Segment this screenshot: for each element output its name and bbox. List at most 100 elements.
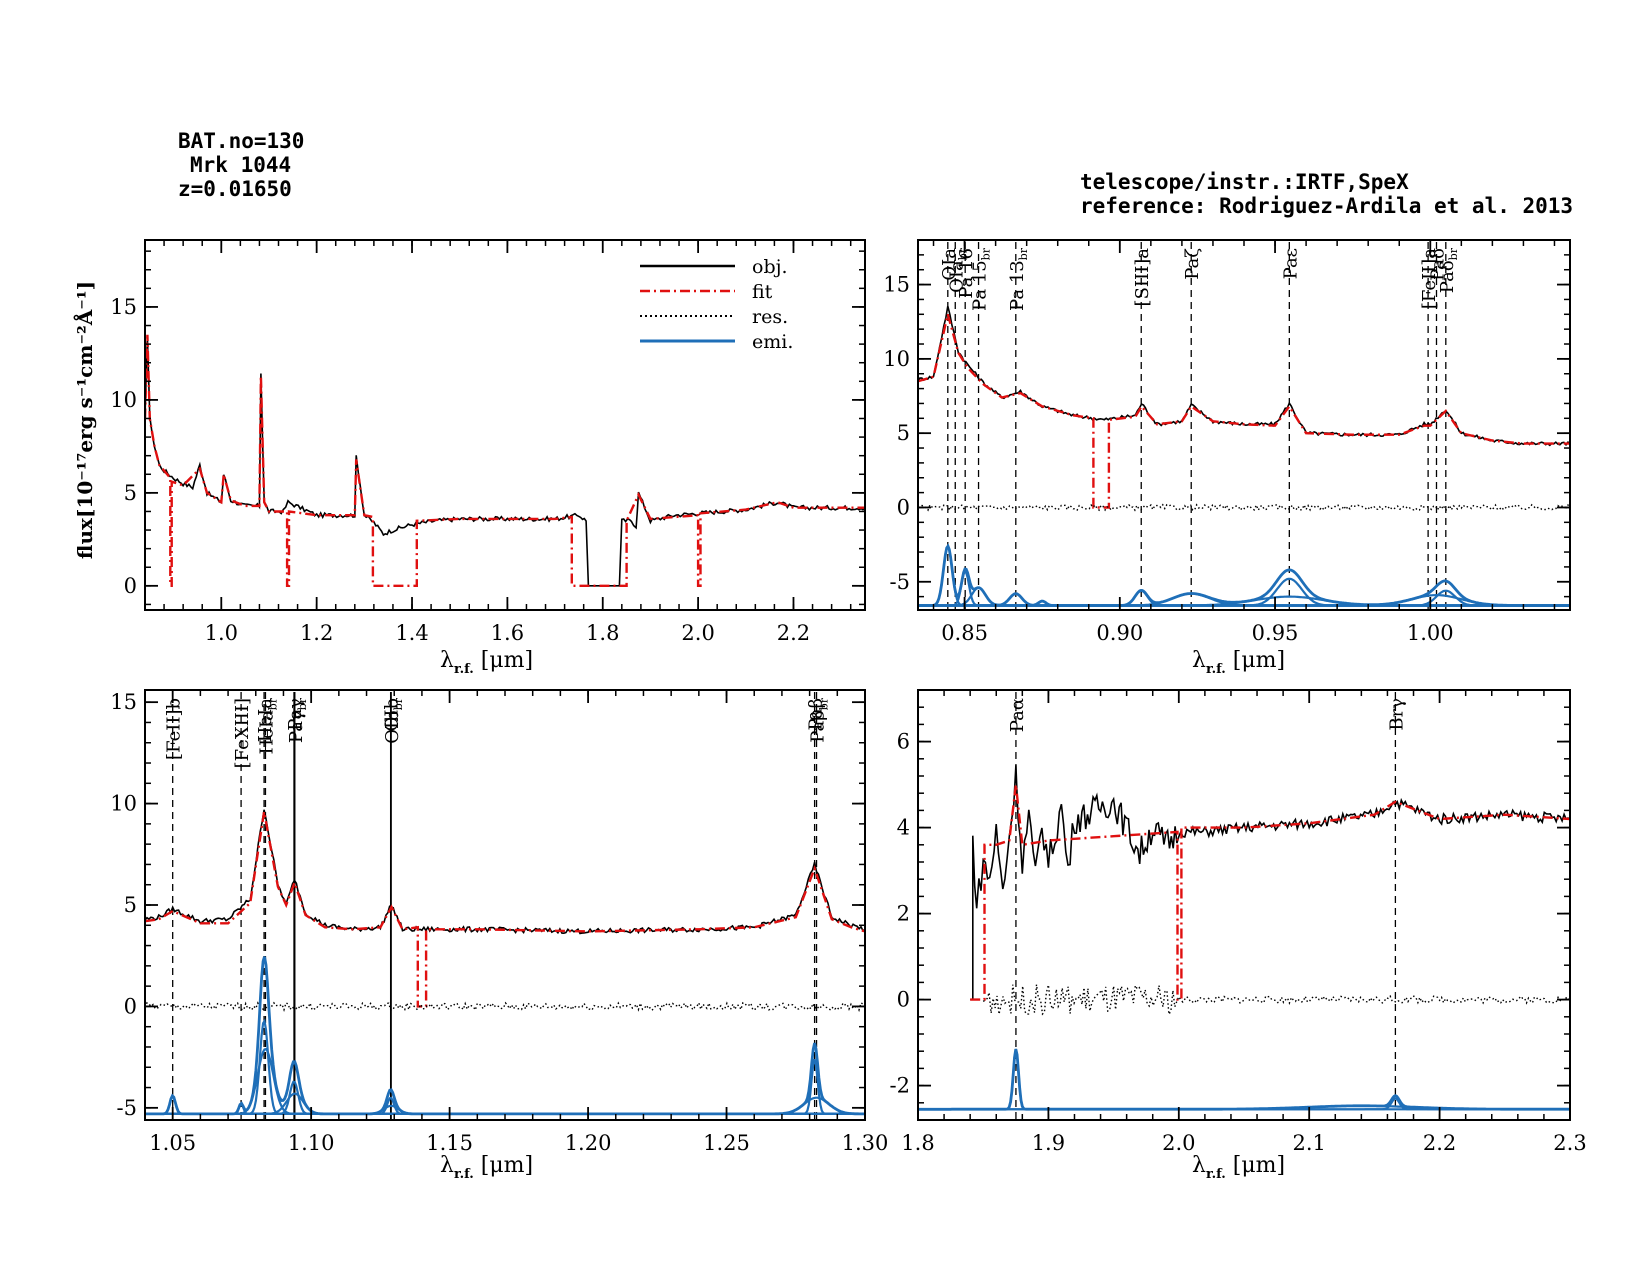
x-tick-label: 2.0 xyxy=(1162,1131,1195,1155)
line-label-3: HeIabr xyxy=(256,697,279,754)
emi-component-3 xyxy=(145,1047,865,1115)
line-label-7: Paε xyxy=(1280,248,1301,279)
line-label-subscript: br xyxy=(1017,247,1030,260)
svg-text:λr.f. [μm]: λr.f. [μm] xyxy=(1192,648,1285,677)
res-series xyxy=(918,503,1570,512)
y-tick-label: 0 xyxy=(897,495,910,519)
res-series xyxy=(982,983,1570,1017)
line-label-9: Paβbr xyxy=(808,697,831,742)
line-label-text: [FeII]b xyxy=(164,698,185,760)
xlabel-lambda: λ xyxy=(440,1153,454,1178)
x-axis-label-panel-1: λr.f. [μm] xyxy=(440,648,533,677)
y-tick-label: 2 xyxy=(897,902,910,926)
y-tick-label: 15 xyxy=(110,295,137,319)
x-tick-label: 1.2 xyxy=(300,621,333,645)
legend-fit-label: fit xyxy=(752,281,773,303)
line-label-text: Paα xyxy=(1007,698,1028,732)
y-tick-label: -2 xyxy=(890,1074,910,1098)
emi-total-series xyxy=(918,1048,1570,1111)
line-label-6: OIb xyxy=(382,698,403,731)
line-label-text: Pa 16 xyxy=(956,248,977,299)
x-tick-label: 0.85 xyxy=(941,621,988,645)
y-tick-label: 5 xyxy=(124,481,137,505)
svg-text:λr.f. [μm]: λr.f. [μm] xyxy=(440,1153,533,1182)
xlabel-subscript: r.f. xyxy=(454,662,474,677)
line-label-9: Paδ xyxy=(1427,248,1448,281)
line-label-text: Paε xyxy=(1280,248,1301,279)
bat-number: BAT.no=130 xyxy=(178,129,305,153)
xlabel-lambda: λ xyxy=(440,648,454,673)
y-tick-label: 15 xyxy=(110,690,137,714)
fit-series xyxy=(145,334,865,587)
obj-series xyxy=(145,336,865,587)
telescope-instrument: telescope/instr.:IRTF,SpeX xyxy=(1080,170,1409,194)
fit-series xyxy=(145,811,865,1008)
line-label-2: HeIa xyxy=(255,698,276,742)
line-label-1: Brγ xyxy=(1386,698,1407,731)
line-label-subscript: br xyxy=(956,247,969,260)
x-tick-label: 1.15 xyxy=(426,1131,473,1155)
x-tick-label: 1.20 xyxy=(565,1131,612,1155)
line-label-subscript: br xyxy=(266,697,279,710)
legend-obj-label: obj. xyxy=(752,256,788,278)
plot-area xyxy=(145,334,865,587)
x-tick-label: 1.9 xyxy=(1032,1131,1065,1155)
y-axis-label-top: flux[10⁻¹⁷erg s⁻¹cm⁻²Å⁻¹] xyxy=(73,281,97,559)
y-tick-label: 10 xyxy=(110,388,137,412)
x-tick-label: 1.05 xyxy=(149,1131,196,1155)
legend-res-label: res. xyxy=(752,306,788,328)
emi-total-series xyxy=(145,956,865,1116)
x-tick-label: 2.3 xyxy=(1553,1131,1586,1155)
xlabel-lambda: λ xyxy=(1192,648,1206,673)
xlabel-subscript: r.f. xyxy=(454,1167,474,1182)
x-axis-label-panel-3: λr.f. [μm] xyxy=(440,1153,533,1182)
line-label-subscript: br xyxy=(980,247,993,260)
x-tick-label: 1.8 xyxy=(586,621,619,645)
line-label-text: Brγ xyxy=(1386,698,1407,731)
x-tick-label: 1.0 xyxy=(205,621,238,645)
x-tick-label: 2.1 xyxy=(1292,1131,1325,1155)
xlabel-lambda: λ xyxy=(1192,1153,1206,1178)
y-tick-label: 5 xyxy=(124,893,137,917)
y-tick-label: -5 xyxy=(117,1096,137,1120)
line-label-10: Paδbr xyxy=(1437,247,1460,293)
x-tick-label: 1.8 xyxy=(901,1131,934,1155)
x-axis-label-panel-4: λr.f. [μm] xyxy=(1192,1153,1285,1182)
y-tick-label: 0 xyxy=(124,994,137,1018)
x-tick-label: 0.95 xyxy=(1252,621,1299,645)
line-label-0: OIa xyxy=(939,248,960,281)
plot-frame xyxy=(917,689,1571,1121)
line-label-6: Paζ xyxy=(1182,248,1203,280)
x-tick-label: 2.2 xyxy=(1423,1131,1456,1155)
line-label-text: [SIII]a xyxy=(1132,248,1153,307)
xlabel-unit: [μm] xyxy=(1226,1153,1285,1178)
y-tick-label: 5 xyxy=(897,421,910,445)
emi-total-series xyxy=(918,543,1570,607)
line-label-4: Pa 13br xyxy=(1007,247,1030,311)
redshift: z=0.01650 xyxy=(178,177,292,201)
panel-overview: 1.0 1.2 1.4 1.6 1.8 2.0 2.2 0 5 10 15 xyxy=(110,239,866,645)
line-label-text: OIa xyxy=(939,248,960,281)
fit-series xyxy=(918,313,1570,509)
y-tick-label: 10 xyxy=(883,347,910,371)
x-tick-label: 1.10 xyxy=(288,1131,335,1155)
y-tick-label: 4 xyxy=(897,816,910,840)
x-tick-label: 1.6 xyxy=(491,621,524,645)
line-label-text: Paζ xyxy=(1182,248,1203,280)
panel-zoom-1.80-2.30: Paα Brγ 1.8 1.9 2.0 2.1 2.2 2.3 -2 0 2 4 6 xyxy=(890,689,1587,1155)
legend: obj. fit res. emi. xyxy=(640,256,793,353)
reference: reference: Rodriguez-Ardila et al. 2013 xyxy=(1080,194,1574,218)
line-label-5: [SIII]a xyxy=(1132,248,1153,307)
line-label-0: [FeII]b xyxy=(164,698,185,760)
line-label-text: Paδ xyxy=(1427,248,1448,281)
x-axis-label-panel-2: λr.f. [μm] xyxy=(1192,648,1285,677)
plot-area xyxy=(918,692,1570,1120)
obj-series xyxy=(970,765,1570,1001)
line-label-1: [FeXIII] xyxy=(232,698,253,768)
line-label-text: Paγ xyxy=(286,710,307,743)
line-label-text: Paβ xyxy=(806,698,827,730)
line-label-subscript: br xyxy=(296,697,309,710)
